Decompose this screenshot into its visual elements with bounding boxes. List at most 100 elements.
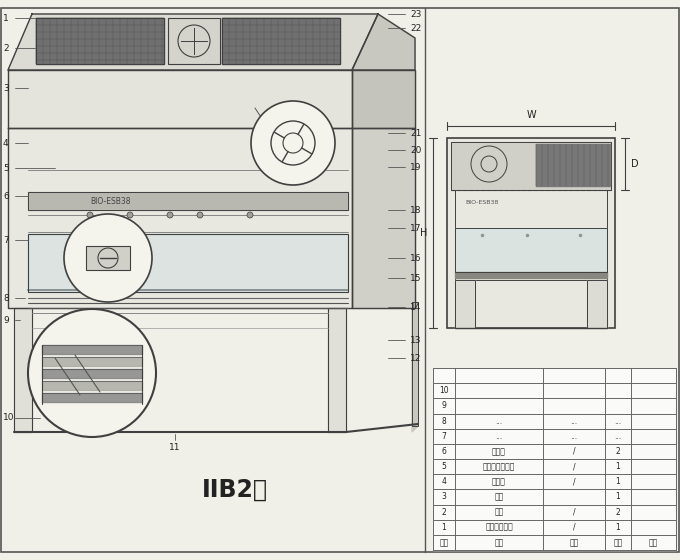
Text: 5: 5 (441, 462, 447, 471)
Text: 1: 1 (615, 477, 620, 486)
Polygon shape (433, 368, 676, 550)
Circle shape (87, 212, 93, 218)
Text: 18: 18 (410, 206, 422, 214)
Bar (587, 280, 607, 328)
Text: 外排连接装置: 外排连接装置 (485, 522, 513, 532)
Text: 2: 2 (615, 447, 620, 456)
Bar (28, 192, 348, 210)
Bar (451, 142, 611, 190)
Polygon shape (455, 272, 607, 278)
Text: 19: 19 (410, 162, 422, 171)
Text: 2: 2 (3, 44, 9, 53)
Bar (86, 246, 130, 270)
Text: 1: 1 (3, 13, 9, 22)
Polygon shape (328, 308, 346, 432)
Text: /: / (573, 507, 575, 516)
Text: ...: ... (615, 417, 622, 426)
Circle shape (28, 309, 156, 437)
Text: 柜体: 柜体 (494, 492, 504, 501)
Text: 4: 4 (441, 477, 447, 486)
Text: 7: 7 (3, 236, 9, 245)
Bar (455, 190, 607, 280)
Circle shape (197, 212, 203, 218)
Text: 7: 7 (441, 432, 447, 441)
Text: IIB2型: IIB2型 (202, 478, 268, 502)
Text: 序号: 序号 (439, 538, 449, 547)
Polygon shape (42, 345, 142, 354)
Bar (412, 302, 418, 426)
Text: 图号: 图号 (569, 538, 579, 547)
Polygon shape (222, 18, 340, 64)
Bar (328, 308, 346, 432)
Circle shape (247, 212, 253, 218)
Text: 2: 2 (615, 507, 620, 516)
Text: 紫外灯: 紫外灯 (492, 477, 506, 486)
Polygon shape (168, 18, 220, 64)
Text: 荧光灯: 荧光灯 (492, 447, 506, 456)
Polygon shape (451, 142, 611, 190)
Text: 6: 6 (441, 447, 447, 456)
Text: 20: 20 (410, 146, 422, 155)
Polygon shape (8, 14, 378, 70)
Text: 17: 17 (410, 223, 422, 232)
Text: BIO-ESB38: BIO-ESB38 (465, 199, 498, 204)
Bar (455, 228, 607, 272)
Bar (168, 18, 220, 64)
Polygon shape (36, 18, 164, 64)
Text: 1: 1 (615, 462, 620, 471)
Text: 10: 10 (3, 413, 14, 422)
Text: 16: 16 (410, 254, 422, 263)
Polygon shape (587, 280, 607, 328)
Text: 3: 3 (441, 492, 447, 501)
Text: 21: 21 (410, 128, 422, 138)
Text: 22: 22 (410, 24, 421, 32)
Text: ...: ... (571, 432, 577, 441)
Polygon shape (42, 369, 142, 378)
Text: W: W (526, 110, 536, 120)
Polygon shape (412, 302, 418, 432)
Text: BIO-ESB38: BIO-ESB38 (90, 197, 131, 206)
Polygon shape (352, 128, 415, 308)
Text: 14: 14 (410, 302, 422, 311)
Polygon shape (455, 228, 607, 272)
Polygon shape (42, 381, 142, 390)
Text: ...: ... (496, 432, 503, 441)
Bar (455, 280, 475, 328)
Polygon shape (42, 393, 142, 402)
Text: /: / (573, 462, 575, 471)
Text: 6: 6 (3, 192, 9, 200)
Text: 数量: 数量 (613, 538, 623, 547)
Text: 1: 1 (441, 522, 446, 532)
Text: 备注: 备注 (649, 538, 658, 547)
Text: ...: ... (615, 432, 622, 441)
Text: 风机: 风机 (494, 507, 504, 516)
Bar (28, 234, 348, 292)
Polygon shape (455, 280, 475, 328)
Text: 9: 9 (3, 315, 9, 324)
Polygon shape (8, 128, 352, 308)
Circle shape (64, 214, 152, 302)
Bar (447, 138, 615, 328)
Text: 1: 1 (615, 492, 620, 501)
Bar (222, 18, 340, 64)
Polygon shape (28, 234, 348, 292)
Bar (36, 18, 164, 64)
Polygon shape (352, 70, 415, 128)
Text: 13: 13 (410, 335, 422, 344)
Text: 下降风速传感器: 下降风速传感器 (483, 462, 515, 471)
Polygon shape (447, 138, 615, 328)
Text: 2: 2 (441, 507, 446, 516)
Text: ...: ... (496, 417, 503, 426)
Text: 23: 23 (410, 10, 422, 18)
Circle shape (167, 212, 173, 218)
Text: 10: 10 (439, 386, 449, 395)
Circle shape (251, 101, 335, 185)
Text: 1: 1 (615, 522, 620, 532)
Text: 8: 8 (441, 417, 446, 426)
Text: /: / (573, 477, 575, 486)
Text: D: D (631, 159, 639, 169)
Polygon shape (352, 14, 415, 70)
Text: /: / (573, 447, 575, 456)
Text: ...: ... (571, 417, 577, 426)
Polygon shape (536, 144, 610, 186)
